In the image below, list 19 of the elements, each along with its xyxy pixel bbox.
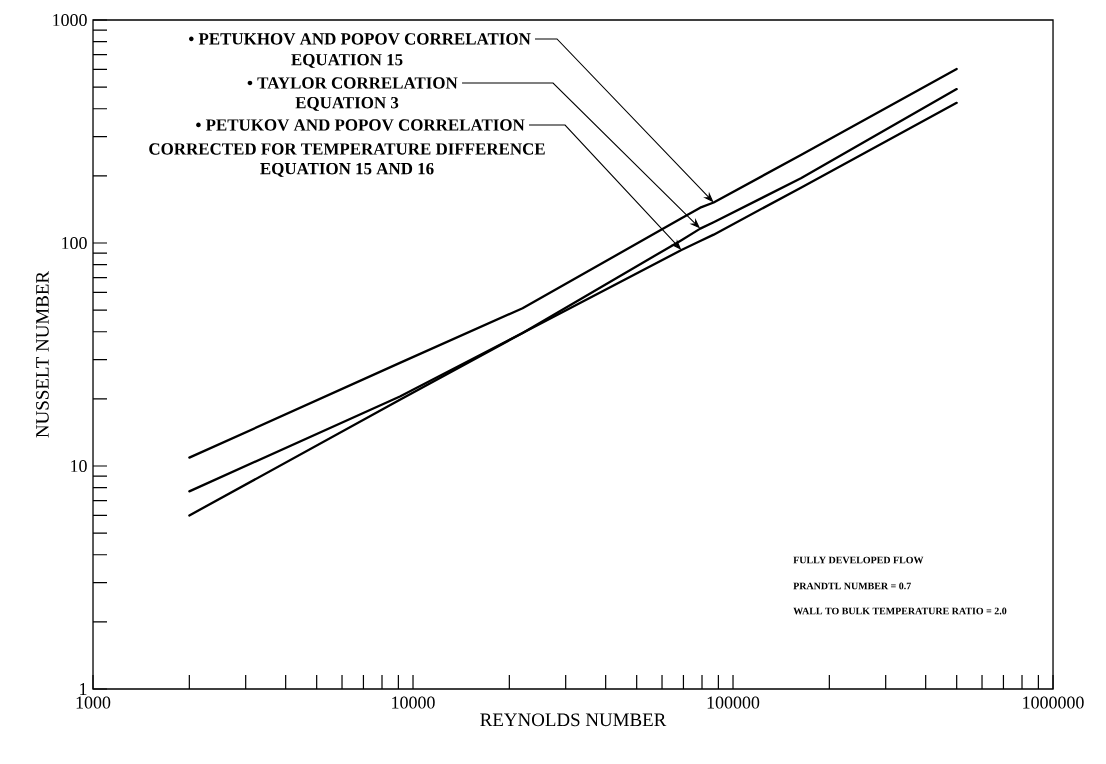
annotation: CORRECTED FOR TEMPERATURE DIFFERENCE: [149, 143, 545, 155]
y-tick-label: 1: [80, 683, 87, 695]
annotation: EQUATION 15 AND 16: [260, 163, 434, 177]
x-axis-title: REYNOLDS NUMBER: [480, 713, 667, 727]
x-tick-label: 10000: [392, 696, 435, 709]
annotation: EQUATION 3: [295, 97, 399, 111]
annotation: EQUATION 15: [291, 54, 403, 68]
annotation: • PETUKHOV AND POPOV CORRELATION: [189, 33, 531, 45]
annotation: WALL TO BULK TEMPERATURE RATIO = 2.0: [793, 607, 1007, 615]
x-tick-label: 100000: [707, 696, 760, 709]
y-tick-label: 10: [71, 459, 87, 473]
annotation: • TAYLOR CORRELATION: [247, 77, 458, 89]
annotation: PRANDTL NUMBER = 0.7: [793, 582, 911, 590]
x-tick-label: 1000000: [1023, 696, 1084, 709]
annotation: FULLY DEVELOPED FLOW: [793, 556, 924, 564]
annotation: • PETUKOV AND POPOV CORRELATION: [196, 119, 525, 131]
y-tick-label: 100: [62, 236, 87, 250]
y-axis-title: NUSSELT NUMBER: [36, 271, 49, 438]
y-tick-label: 1000: [53, 13, 87, 27]
